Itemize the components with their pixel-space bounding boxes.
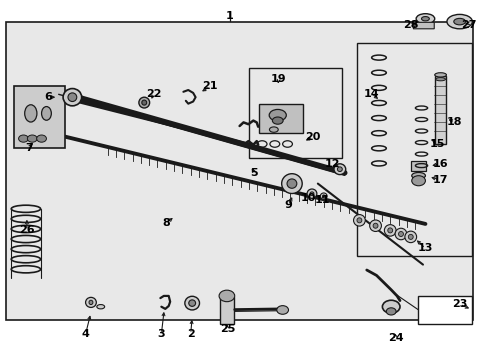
Ellipse shape [353,215,365,226]
Circle shape [27,135,37,142]
Ellipse shape [309,192,313,195]
Text: 19: 19 [270,74,286,84]
Ellipse shape [369,220,381,231]
Ellipse shape [404,231,416,243]
Ellipse shape [41,107,51,120]
Ellipse shape [68,93,77,102]
Text: 7: 7 [25,143,33,153]
Text: 20: 20 [305,132,320,142]
Ellipse shape [356,218,361,223]
Ellipse shape [85,297,96,307]
Ellipse shape [434,73,446,77]
Text: 18: 18 [446,117,462,127]
Ellipse shape [320,193,326,199]
Circle shape [382,300,399,313]
Text: 22: 22 [146,89,162,99]
Text: 1: 1 [225,11,233,21]
Text: 10: 10 [300,193,315,203]
Circle shape [411,176,425,186]
Ellipse shape [333,164,345,175]
Text: 13: 13 [417,243,432,253]
Ellipse shape [269,127,278,132]
Ellipse shape [337,167,342,171]
Text: 28: 28 [402,20,418,30]
Ellipse shape [63,89,81,106]
Text: 9: 9 [284,200,292,210]
Ellipse shape [322,195,324,197]
Text: 6: 6 [44,92,52,102]
Ellipse shape [421,17,428,21]
Text: 17: 17 [431,175,447,185]
Bar [356,43,471,256]
Circle shape [386,308,395,315]
Ellipse shape [188,300,195,306]
Bar [417,296,471,324]
Ellipse shape [306,189,316,198]
Bar [434,76,445,144]
Text: 11: 11 [314,195,330,205]
Ellipse shape [387,228,392,233]
Circle shape [219,290,234,302]
Text: 21: 21 [202,81,218,91]
Ellipse shape [407,234,412,239]
Ellipse shape [398,231,403,237]
Text: 26: 26 [19,225,35,235]
Bar [410,161,426,171]
Ellipse shape [411,172,425,179]
Ellipse shape [394,228,406,240]
Ellipse shape [453,18,465,25]
Ellipse shape [268,109,286,121]
Bar [249,68,342,158]
Text: 27: 27 [460,20,475,30]
Bar [14,86,65,148]
Circle shape [276,306,288,314]
Text: 14: 14 [363,89,379,99]
Circle shape [37,135,46,142]
Ellipse shape [24,105,37,122]
Circle shape [19,135,28,142]
Ellipse shape [446,14,471,29]
Ellipse shape [139,97,149,108]
Ellipse shape [384,225,395,236]
Ellipse shape [142,100,146,105]
Text: 15: 15 [429,139,445,149]
Bar [6,22,472,320]
Bar [259,104,303,133]
Text: 25: 25 [219,324,235,334]
Ellipse shape [415,14,434,24]
Ellipse shape [97,305,104,309]
Text: 23: 23 [451,299,467,309]
Text: 8: 8 [162,218,170,228]
Ellipse shape [89,300,93,305]
Text: 4: 4 [81,329,89,339]
Text: 24: 24 [387,333,403,343]
Text: 5: 5 [250,168,258,178]
Ellipse shape [435,77,445,81]
Text: 12: 12 [324,159,340,169]
Ellipse shape [184,296,199,310]
Text: 2: 2 [186,329,194,339]
Text: 3: 3 [157,329,165,339]
Ellipse shape [272,117,283,124]
Ellipse shape [281,174,302,194]
Ellipse shape [372,223,377,228]
Polygon shape [412,22,433,29]
Ellipse shape [286,179,296,188]
Bar [220,297,233,324]
Text: 16: 16 [431,159,447,169]
